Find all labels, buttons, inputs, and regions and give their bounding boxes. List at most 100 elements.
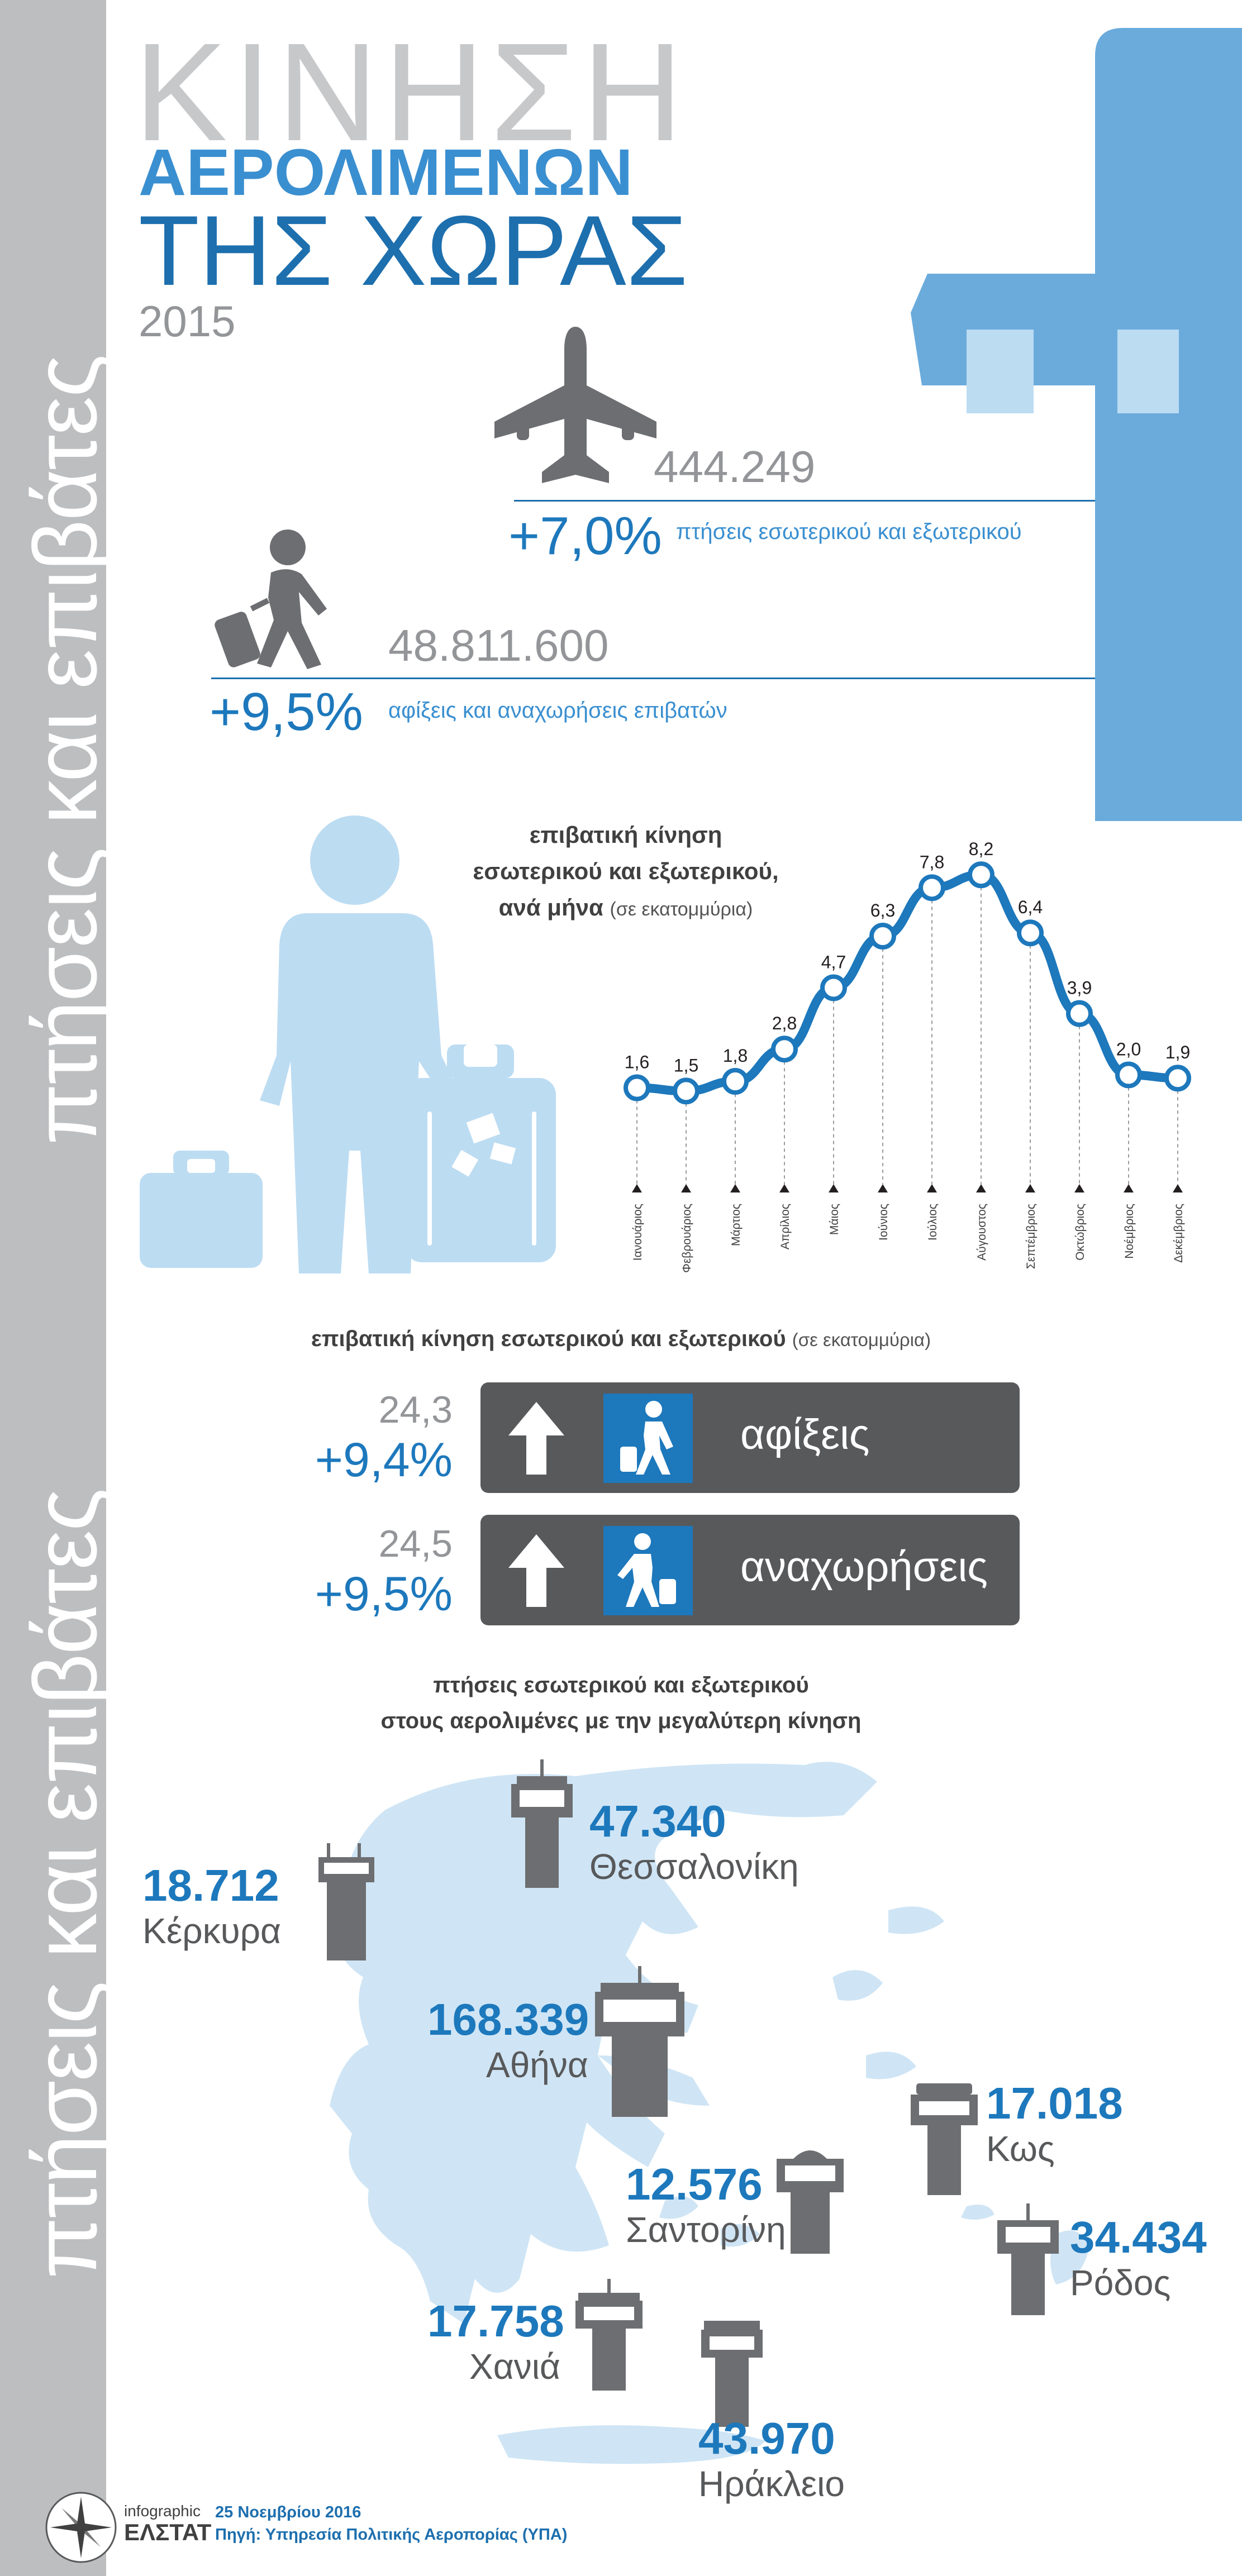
kerkyra-tower-icon <box>318 1843 374 1960</box>
data-label: 2,8 <box>772 1013 797 1033</box>
data-label: 6,3 <box>870 900 895 920</box>
monthly-title-line3: ανά μήνα <box>498 894 603 921</box>
airports-heading: πτήσεις εσωτερικού και εξωτερικού στους … <box>0 1667 1242 1739</box>
data-point <box>722 1068 749 1095</box>
airport-name-chania: Χανιά <box>469 2346 560 2387</box>
arrow-up-icon <box>508 1534 564 1607</box>
kos-tower-icon <box>911 2083 978 2195</box>
data-label: 2,0 <box>1116 1039 1141 1059</box>
data-point <box>968 861 994 889</box>
departures-label: αναχωρήσεις <box>740 1543 988 1591</box>
airport-name-irakleio: Ηράκλειο <box>698 2464 845 2504</box>
tick-marker <box>829 1184 839 1192</box>
month-label: Ιούλιος <box>926 1204 939 1241</box>
data-point <box>624 1074 650 1101</box>
side-label-top: πτήσεις και επιβάτες <box>15 355 115 1145</box>
data-point <box>771 1036 798 1063</box>
summary-heading: επιβατική κίνηση εσωτερικού και εξωτερικ… <box>0 1327 1242 1352</box>
airport-name-kerkyra: Κέρκυρα <box>142 1911 282 1951</box>
data-label: 7,8 <box>920 852 944 872</box>
flights-change: +7,0% <box>508 506 662 566</box>
month-label: Νοέμβριος <box>1123 1204 1136 1259</box>
airplane-icon <box>494 327 656 483</box>
month-label: Ιούνιος <box>877 1204 890 1241</box>
arrivals-value: 24,3 <box>378 1389 453 1431</box>
title-line2: ΑΕΡΟΛΙΜΕΝΩΝ <box>139 136 633 209</box>
airport-value-rodos: 34.434 <box>1070 2212 1207 2262</box>
tick-marker <box>1074 1184 1084 1192</box>
data-point <box>869 923 896 950</box>
airport-name-kos: Κως <box>986 2129 1055 2169</box>
airport-value-chania: 17.758 <box>427 2296 564 2346</box>
month-label: Αύγουστος <box>975 1204 988 1261</box>
month-label: Οκτώβριος <box>1074 1204 1087 1261</box>
tick-marker <box>1124 1184 1134 1192</box>
month-label: Φεβρουάριος <box>681 1204 693 1273</box>
month-label: Μάιος <box>828 1204 841 1235</box>
arrivals-person-icon <box>603 1394 693 1483</box>
greece-map <box>330 1762 1089 2464</box>
departures-panel: αναχωρήσεις <box>480 1515 1020 1625</box>
arrivals-label: αφίξεις <box>740 1411 870 1458</box>
year: 2015 <box>139 297 236 346</box>
tick-marker <box>730 1184 740 1192</box>
thessaloniki-tower-icon <box>511 1759 573 1888</box>
data-label: 6,4 <box>1018 897 1043 917</box>
month-label: Μάρτιος <box>730 1204 743 1246</box>
tick-marker <box>779 1184 789 1192</box>
title-line3: ΤΗΣ ΧΩΡΑΣ <box>139 195 688 306</box>
passengers-change: +9,5% <box>210 682 363 742</box>
airport-name-santorini: Σαντορίνη <box>626 2210 786 2250</box>
data-label: 1,5 <box>674 1055 698 1075</box>
footer-source: Πηγή: Υπηρεσία Πολιτικής Αεροπορίας (ΥΠΑ… <box>215 2526 568 2544</box>
month-label: Ιανουάριος <box>631 1204 644 1261</box>
data-point <box>1115 1061 1142 1089</box>
monthly-title-line1: επιβατική κίνηση <box>529 822 722 848</box>
rodos-tower-icon <box>997 2203 1059 2315</box>
data-label: 1,9 <box>1165 1042 1190 1062</box>
passengers-caption: αφίξεις και αναχωρήσεις επιβατών <box>388 698 727 723</box>
santorini-tower-icon <box>777 2150 844 2254</box>
data-label: 1,8 <box>723 1046 748 1066</box>
summary-heading-text: επιβατική κίνηση εσωτερικού και εξωτερικ… <box>311 1327 786 1351</box>
tick-marker <box>681 1184 691 1192</box>
airports-heading-line1: πτήσεις εσωτερικού και εξωτερικού <box>433 1673 809 1697</box>
data-label: 8,2 <box>969 839 993 859</box>
passengers-value: 48.811.600 <box>388 621 609 670</box>
athina-tower-icon <box>595 1966 684 2117</box>
monthly-line-chart: Ιανουάριος Φεβρουάριος Μάρτιος Απρίλιος Μάιο… <box>624 839 1191 1273</box>
airport-name-athina: Αθήνα <box>486 2045 588 2085</box>
departures-person-icon <box>603 1526 693 1615</box>
elstat-logo-icon <box>45 2492 117 2563</box>
departures-value: 24,5 <box>378 1523 453 1565</box>
tick-marker <box>976 1184 986 1192</box>
title-line1: ΚΙΝΗΣΗ <box>134 14 689 170</box>
airport-value-thessaloniki: 47.340 <box>589 1796 726 1846</box>
footer-brand1: infographic <box>124 2502 201 2520</box>
arrivals-panel: αφίξεις <box>480 1382 1020 1493</box>
data-point <box>1066 1000 1093 1027</box>
month-label: Σεπτέμβριος <box>1025 1204 1038 1269</box>
tick-marker <box>632 1184 642 1192</box>
chania-tower-icon <box>575 2279 643 2391</box>
monthly-chart-title: επιβατική κίνηση εσωτερικού και εξωτερικ… <box>441 817 810 926</box>
tick-marker <box>878 1184 888 1192</box>
airport-value-kos: 17.018 <box>986 2078 1123 2128</box>
irakleio-tower-icon <box>701 2321 763 2427</box>
data-point <box>919 874 945 901</box>
monthly-unit: (σε εκατομμύρια) <box>610 899 753 920</box>
data-point <box>820 974 847 1001</box>
airport-value-santorini: 12.576 <box>626 2159 763 2209</box>
airport-name-rodos: Ρόδος <box>1070 2263 1171 2303</box>
footer-date: 25 Νοεμβρίου 2016 <box>215 2503 361 2521</box>
side-bar: πτήσεις και επιβάτες πτήσεις και επιβάτε… <box>0 0 115 2576</box>
data-label: 3,9 <box>1067 978 1092 998</box>
tick-marker <box>927 1184 937 1192</box>
data-label: 1,6 <box>625 1052 649 1072</box>
flights-value: 444.249 <box>654 442 816 492</box>
side-label-bottom: πτήσεις και επιβάτες <box>15 1489 115 2279</box>
series-line <box>632 870 1182 1096</box>
tick-marker <box>1025 1184 1035 1192</box>
data-label: 4,7 <box>821 952 846 972</box>
data-point <box>1164 1065 1191 1092</box>
